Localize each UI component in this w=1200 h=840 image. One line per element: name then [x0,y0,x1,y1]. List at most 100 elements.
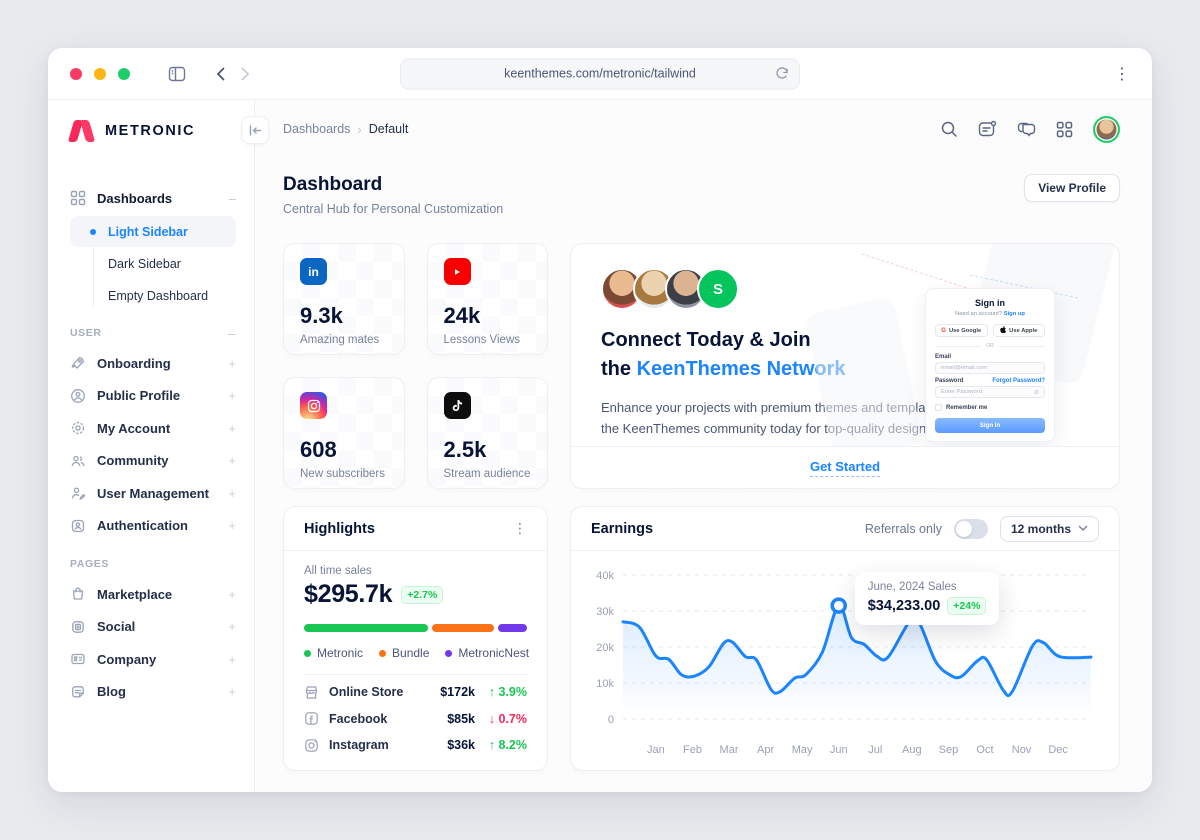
stat-value: 9.3k [300,303,343,328]
plus-icon[interactable]: + [228,651,236,667]
keenthemes-network-link[interactable]: KeenThemes Network [636,358,846,380]
arrow-icon: ↑ [488,685,496,700]
sidebar-item-onboarding[interactable]: Onboarding + [70,347,236,380]
sidebar-item-authentication[interactable]: Authentication + [70,510,236,543]
stat-label: New subscribers [300,468,385,480]
svg-text:Aug: Aug [902,744,922,756]
sidebar-item-user-management[interactable]: User Management + [70,477,236,510]
apps-grid-icon[interactable] [1056,121,1073,138]
instagram-outline-icon [304,738,320,753]
sidebar-item-dashboards[interactable]: Dashboards – [70,182,236,214]
minus-icon[interactable]: – [228,325,236,341]
range-select[interactable]: 12 months [999,515,1099,542]
kebab-menu-icon[interactable]: ⋮ [513,520,527,536]
legend-item: MetronicNest [445,646,529,660]
maximize-window-button[interactable] [118,67,130,80]
svg-text:Dec: Dec [1048,744,1068,756]
signin-submit-button[interactable]: Sign In [935,418,1045,433]
minimize-window-button[interactable] [94,67,106,80]
checkbox[interactable] [935,404,942,411]
logo[interactable]: METRONIC [67,120,236,142]
signup-link[interactable]: Sign up [1003,311,1025,317]
plus-icon[interactable]: + [228,485,236,501]
plus-icon[interactable]: + [228,388,236,404]
sidebar-item-social[interactable]: Social + [70,611,236,644]
get-started-link[interactable]: Get Started [809,459,881,477]
minus-icon[interactable]: – [228,190,236,206]
browser-sidebar-icon[interactable] [168,66,186,82]
dashboards-subnav: Light Sidebar Dark Sidebar Empty Dashboa… [70,216,236,311]
sidebar-subitem-empty-dashboard[interactable]: Empty Dashboard [70,280,236,311]
browser-back-button[interactable] [216,67,225,81]
signin-subtitle: Need an account? Sign up [955,311,1025,317]
close-window-button[interactable] [70,67,82,80]
sidebar-item-public-profile[interactable]: Public Profile + [70,380,236,413]
all-time-sales-label: All time sales [304,565,372,577]
address-bar[interactable]: keenthemes.com/metronic/tailwind [400,58,800,89]
menu-label: Social [97,619,136,635]
email-field[interactable]: email@email.com [935,362,1045,374]
sidebar-item-blog[interactable]: Blog + [70,676,236,709]
stat-card-youtube[interactable]: 24k Lessons Views [426,243,548,355]
highlights-row-facebook[interactable]: Facebook $85k ↓ 0.7% [304,706,527,733]
stat-card-instagram[interactable]: 608 New subscribers [283,377,405,489]
plus-icon[interactable]: + [228,684,236,700]
sidebar-collapse-button[interactable] [241,116,269,144]
password-label: Password Forgot Password? [935,378,1045,384]
highlights-title: Highlights [304,520,375,537]
browser-menu-icon[interactable]: ⋮ [1114,65,1130,83]
forgot-password-link[interactable]: Forgot Password? [992,378,1045,384]
plus-icon[interactable]: + [228,619,236,635]
page-title: Dashboard [283,174,383,195]
sidebar-subitem-dark-sidebar[interactable]: Dark Sidebar [70,248,236,279]
password-field[interactable]: Enter Password ⊘ [935,386,1045,398]
sidebar-item-company[interactable]: Company + [70,643,236,676]
bar-segment [304,624,429,632]
earnings-chart: 0 10k 20k 30k 40k Jan Feb Mar Apr May Jun Jul Aug Sep… [571,551,1119,770]
remember-me-checkbox[interactable]: Remember me [935,404,1045,411]
eye-icon[interactable]: ⊘ [1033,389,1039,396]
user-avatar[interactable] [1093,115,1120,143]
notifications-icon[interactable] [978,120,997,138]
sidebar-item-marketplace[interactable]: Marketplace + [70,578,236,611]
chat-icon[interactable] [1017,120,1036,138]
plus-icon[interactable]: + [228,518,236,534]
plus-icon[interactable]: + [228,355,236,371]
stat-value: 2.5k [443,437,487,462]
breadcrumb-parent[interactable]: Dashboards [283,122,351,136]
use-apple-button[interactable]: Use Apple [992,324,1045,337]
use-google-button[interactable]: G Use Google [935,324,988,337]
row-delta: ↑ 8.2% [488,738,527,753]
browser-forward-button[interactable] [241,67,250,81]
svg-text:Jul: Jul [868,744,882,756]
metronic-logo-icon [67,120,96,142]
sidebar-item-my-account[interactable]: My Account + [70,412,236,445]
page-subtitle: Central Hub for Personal Customization [283,202,504,216]
tooltip-title: June, 2024 Sales [867,580,957,593]
email-label: Email [935,354,952,360]
instagram-icon [300,392,327,419]
note-icon [70,684,87,700]
plus-icon[interactable]: + [228,420,236,436]
stat-card-linkedin[interactable]: in 9.3k Amazing mates [283,243,405,355]
highlights-row-online-store[interactable]: Online Store $172k ↑ 3.9% [304,679,527,706]
svg-text:Mar: Mar [720,744,739,756]
plus-icon[interactable]: + [228,586,236,602]
earnings-card: Earnings Referrals only 12 months [570,506,1120,771]
sidebar-item-label: Dashboards [97,190,173,206]
sales-delta-badge: +2.7% [401,585,444,604]
menu-label: User Management [97,485,209,501]
view-profile-button[interactable]: View Profile [1024,174,1120,202]
highlights-row-instagram[interactable]: Instagram $36k ↑ 8.2% [304,732,527,759]
linkedin-icon: in [300,258,327,285]
stat-card-tiktok[interactable]: 2.5k Stream audience [426,377,548,489]
search-icon[interactable] [940,120,958,138]
row-value: $85k [447,711,475,726]
sidebar-subitem-light-sidebar[interactable]: Light Sidebar [70,216,236,247]
breadcrumb: Dashboards › Default [283,122,408,137]
plus-icon[interactable]: + [228,453,236,469]
refresh-icon[interactable] [775,66,789,83]
stat-label: Amazing mates [300,334,380,346]
sidebar-item-community[interactable]: Community + [70,445,236,478]
referrals-toggle[interactable] [953,518,988,539]
